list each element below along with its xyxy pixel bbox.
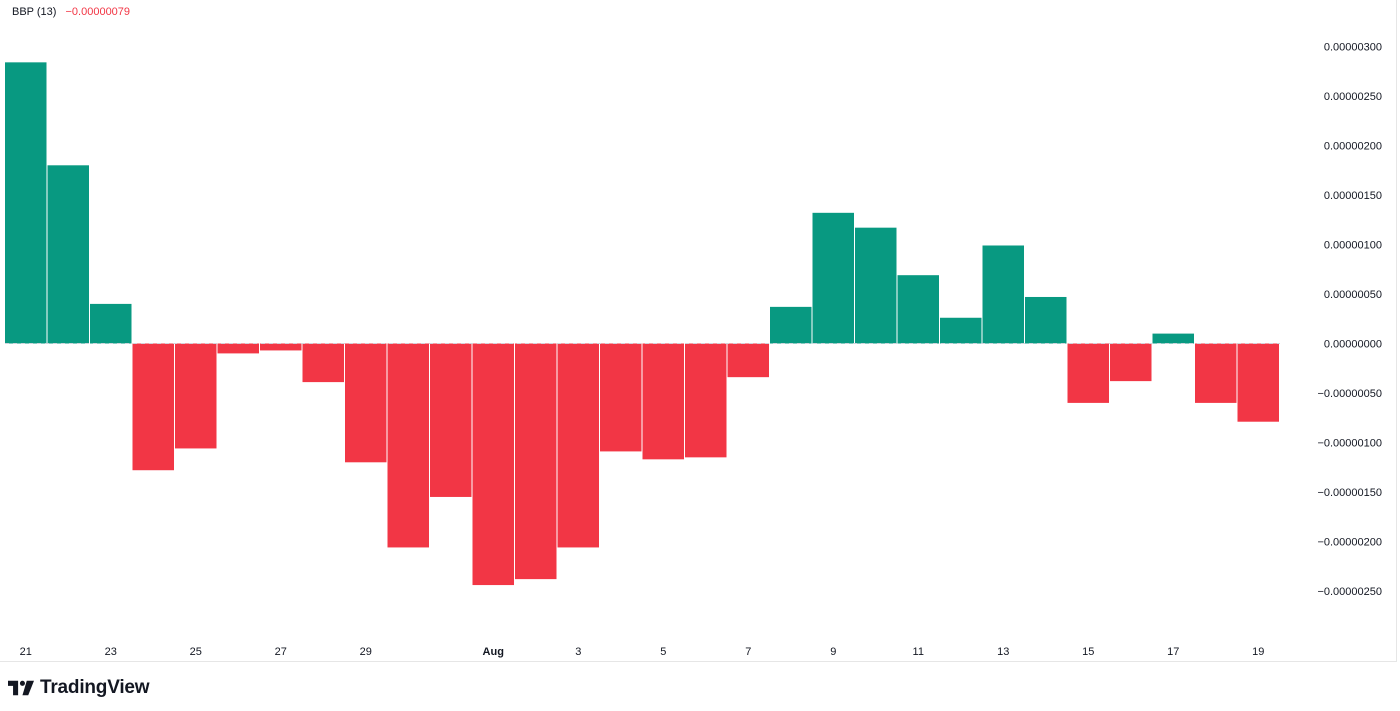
x-tick-label: 13: [997, 646, 1009, 658]
histogram-bar: [600, 343, 642, 452]
histogram-bar: [982, 245, 1024, 344]
brand-name: TradingView: [40, 677, 150, 698]
histogram-bar: [5, 62, 47, 344]
y-tick-label: −0.00000150: [1317, 487, 1382, 499]
histogram-bars: [5, 62, 1279, 586]
histogram-bar: [812, 212, 854, 344]
x-tick-label: 11: [913, 646, 924, 658]
histogram-bar: [515, 343, 557, 580]
x-tick-label: 19: [1252, 646, 1264, 658]
time-axis: 21 23 25 27 29 Aug 3 5 7 9 11 13 15 17 19: [20, 646, 1265, 658]
histogram-bar: [1110, 343, 1152, 382]
x-tick-label: 21: [20, 646, 32, 658]
x-tick-label: 9: [830, 646, 836, 658]
x-tick-label: 17: [1167, 646, 1179, 658]
x-tick-label: Aug: [483, 646, 504, 658]
histogram-bar: [345, 343, 387, 463]
histogram-bar: [685, 343, 727, 458]
histogram-bar: [387, 343, 429, 548]
indicator-value: −0.00000079: [65, 6, 131, 18]
histogram-bar: [90, 303, 132, 344]
histogram-bar: [430, 343, 472, 497]
histogram-bar: [855, 227, 897, 344]
y-tick-label: 0.00000300: [1324, 42, 1382, 54]
tradingview-brand[interactable]: TradingView: [8, 677, 150, 699]
indicator-name: BBP (13): [12, 6, 57, 18]
y-tick-label: 0.00000050: [1324, 289, 1382, 301]
x-tick-label: 29: [360, 646, 372, 658]
x-tick-label: 27: [275, 646, 287, 658]
histogram-bar: [642, 343, 684, 460]
y-tick-label: −0.00000250: [1317, 586, 1382, 598]
y-tick-label: −0.00000050: [1317, 388, 1382, 400]
histogram-bar: [217, 343, 259, 354]
price-axis: 0.00000300 0.00000250 0.00000200 0.00000150…: [1317, 42, 1382, 599]
y-tick-label: 0.00000100: [1324, 240, 1382, 252]
histogram-bar: [727, 343, 769, 378]
x-tick-label: 25: [190, 646, 202, 658]
histogram-bar: [47, 165, 89, 344]
histogram-bar: [770, 306, 812, 344]
histogram-bar: [557, 343, 599, 548]
x-tick-label: 23: [105, 646, 117, 658]
y-tick-label: −0.00000100: [1317, 438, 1382, 450]
y-tick-label: −0.00000200: [1317, 537, 1382, 549]
y-tick-label: 0.00000000: [1324, 339, 1382, 351]
histogram-bar: [1237, 343, 1279, 422]
histogram-bar: [1025, 296, 1067, 344]
x-tick-label: 7: [745, 646, 751, 658]
x-tick-label: 5: [660, 646, 666, 658]
y-tick-label: 0.00000150: [1324, 190, 1382, 202]
x-tick-label: 3: [575, 646, 581, 658]
y-tick-label: 0.00000250: [1324, 91, 1382, 103]
histogram-bar: [940, 317, 982, 344]
histogram-bar: [175, 343, 217, 449]
histogram-bar: [1067, 343, 1109, 403]
histogram-bar: [897, 275, 939, 344]
histogram-bar: [1195, 343, 1237, 403]
histogram-bar: [302, 343, 344, 383]
x-tick-label: 15: [1082, 646, 1094, 658]
indicator-legend[interactable]: BBP (13) −0.00000079: [12, 6, 130, 18]
y-tick-label: 0.00000200: [1324, 141, 1382, 153]
histogram-bar: [1152, 333, 1194, 344]
tradingview-logo-icon: [8, 680, 34, 696]
histogram-bar: [260, 343, 302, 351]
histogram-bar: [132, 343, 174, 471]
histogram-bar: [472, 343, 514, 586]
